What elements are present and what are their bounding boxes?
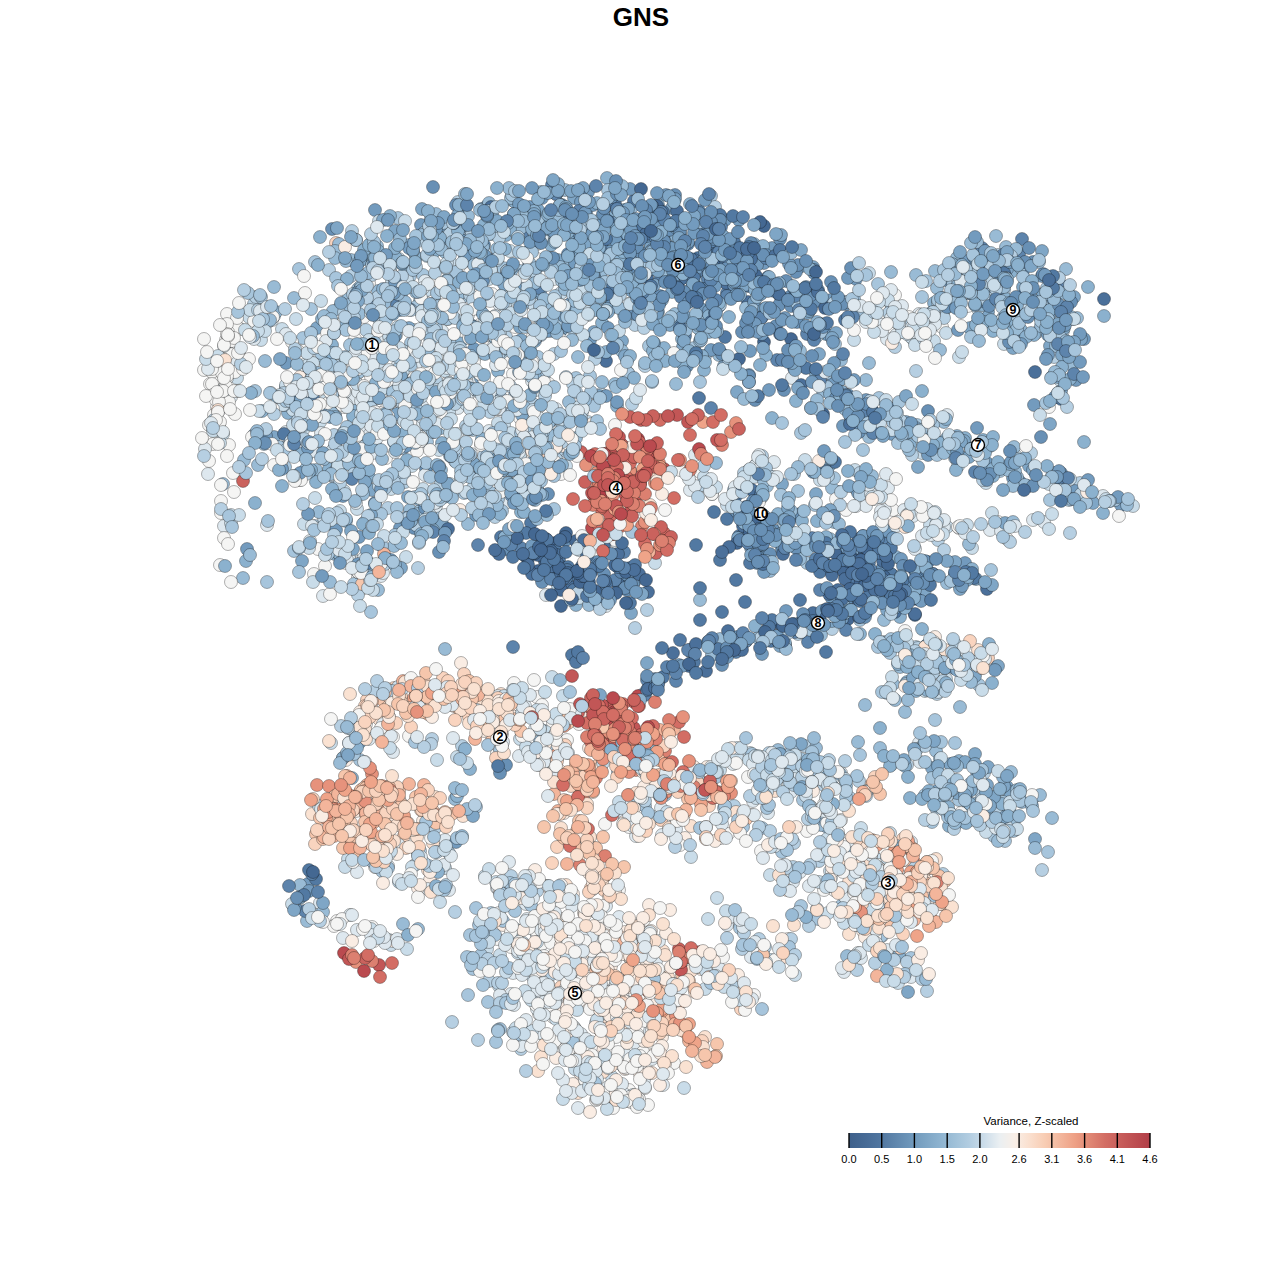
svg-text:3.6: 3.6 [1077,1153,1092,1165]
svg-text:0.0: 0.0 [841,1153,856,1165]
svg-text:2.0: 2.0 [972,1153,987,1165]
svg-text:10: 10 [754,507,768,521]
svg-text:3.1: 3.1 [1044,1153,1059,1165]
svg-text:2.6: 2.6 [1011,1153,1026,1165]
svg-text:6: 6 [675,258,682,272]
svg-text:GNS: GNS [613,2,669,32]
svg-text:8: 8 [815,616,822,630]
svg-text:4.6: 4.6 [1142,1153,1157,1165]
svg-text:1.0: 1.0 [907,1153,922,1165]
svg-text:4: 4 [613,481,620,495]
svg-text:3: 3 [885,876,892,890]
svg-text:5: 5 [572,986,579,1000]
svg-text:1.5: 1.5 [940,1153,955,1165]
svg-text:9: 9 [1010,303,1017,317]
svg-text:Variance, Z-scaled: Variance, Z-scaled [983,1115,1078,1127]
svg-text:1: 1 [369,338,376,352]
svg-text:2: 2 [497,730,504,744]
svg-text:4.1: 4.1 [1110,1153,1125,1165]
svg-text:0.5: 0.5 [874,1153,889,1165]
svg-text:7: 7 [975,438,982,452]
